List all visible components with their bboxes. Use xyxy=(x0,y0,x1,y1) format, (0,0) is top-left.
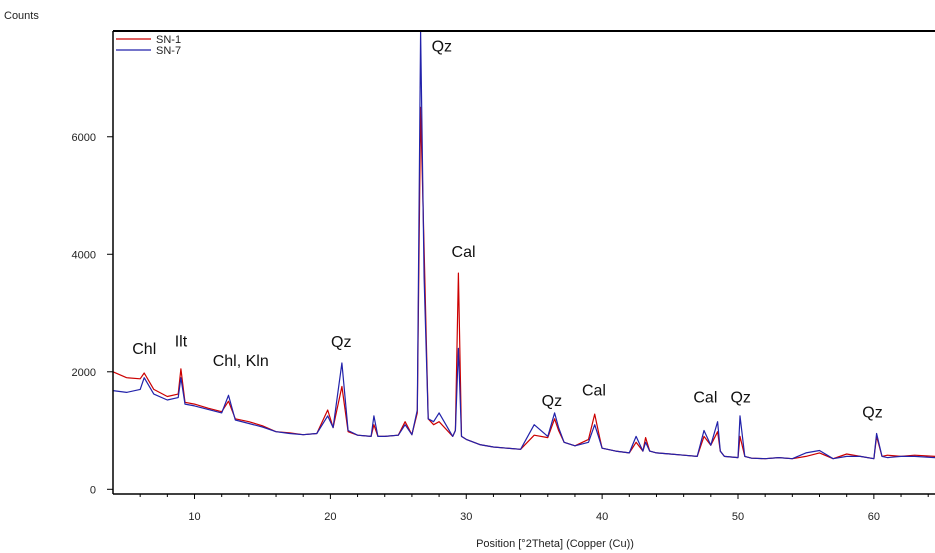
peak-label: Qz xyxy=(432,39,452,56)
x-tick-label: 20 xyxy=(324,511,336,523)
peak-label: Chl xyxy=(132,341,156,358)
x-tick-label: 30 xyxy=(460,511,472,523)
series-layer xyxy=(112,30,935,460)
plot-frame xyxy=(112,30,935,495)
x-tick-label: 10 xyxy=(188,511,200,523)
y-tick-label: 6000 xyxy=(72,132,96,144)
x-tick-label: 60 xyxy=(868,511,880,523)
series-line-sn-1 xyxy=(112,106,935,460)
y-tick-label: 2000 xyxy=(72,367,96,379)
peak-label: Qz xyxy=(331,334,351,351)
x-tick-label: 40 xyxy=(596,511,608,523)
peak-label: Qz xyxy=(730,389,750,406)
y-tick-label: 4000 xyxy=(72,249,96,261)
y-axis-title: Counts xyxy=(4,10,39,22)
x-axis-title: Position [°2Theta] (Copper (Cu)) xyxy=(476,538,634,550)
peak-annotations: Chl Ilt Chl, Kln Qz Qz Cal Qz Cal Cal Qz Qz xyxy=(132,39,882,422)
y-tick-label: 0 xyxy=(90,484,96,496)
x-tick-label: 50 xyxy=(732,511,744,523)
peak-label: Qz xyxy=(542,393,562,410)
x-axis: 10 20 30 40 50 60 xyxy=(139,494,929,523)
series-line-sn-7 xyxy=(112,30,935,460)
y-axis: 0 2000 4000 6000 xyxy=(72,132,113,496)
legend-label: SN-1 xyxy=(156,34,181,46)
peak-label: Qz xyxy=(862,405,882,422)
legend-label: SN-7 xyxy=(156,45,181,57)
peak-label: Ilt xyxy=(175,334,188,351)
peak-label: Cal xyxy=(582,382,606,399)
peak-label: Cal xyxy=(693,389,717,406)
legend: SN-1SN-7 xyxy=(116,34,181,57)
peak-label: Chl, Kln xyxy=(213,353,269,370)
peak-label: Cal xyxy=(452,244,476,261)
